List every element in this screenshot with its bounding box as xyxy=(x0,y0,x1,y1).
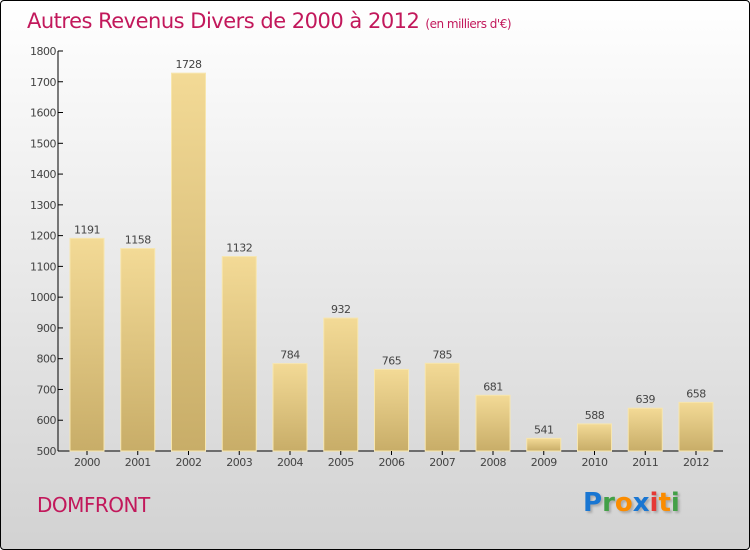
x-tick-label: 2008 xyxy=(480,456,506,469)
y-tick-label: 900 xyxy=(37,322,57,335)
y-tick-label: 1300 xyxy=(30,199,56,212)
bar-2000 xyxy=(69,237,105,452)
logo-letter: r xyxy=(602,488,615,518)
logo-letter: P xyxy=(583,488,603,518)
x-tick-label: 2005 xyxy=(328,456,354,469)
y-tick-label: 1500 xyxy=(30,137,56,150)
y-tick-label: 1600 xyxy=(30,107,56,120)
x-tick-label: 2000 xyxy=(74,456,100,469)
bar-2001 xyxy=(120,248,156,452)
data-label: 765 xyxy=(382,354,402,367)
x-tick-label: 2010 xyxy=(582,456,608,469)
subtitle-text: (en milliers d'€) xyxy=(425,17,512,31)
x-tick-label: 2007 xyxy=(429,456,455,469)
y-tick-label: 1200 xyxy=(30,230,56,243)
data-label: 932 xyxy=(331,303,351,316)
proxiti-logo: Proxiti xyxy=(583,488,680,518)
data-label: 541 xyxy=(534,423,554,436)
chart-title: Autres Revenus Divers de 2000 à 2012 (en … xyxy=(27,9,512,33)
x-tick-label: 2011 xyxy=(632,456,658,469)
bar-2002 xyxy=(171,72,206,452)
x-tick-label: 2006 xyxy=(379,456,405,469)
y-tick-label: 1400 xyxy=(30,168,56,181)
bar-2012 xyxy=(678,401,714,452)
title-text: Autres Revenus Divers de 2000 à 2012 xyxy=(27,9,420,33)
bar-2004 xyxy=(272,363,308,452)
data-label: 784 xyxy=(280,349,300,362)
data-label: 785 xyxy=(433,348,453,361)
bar-2010 xyxy=(577,423,612,452)
y-tick-label: 1100 xyxy=(30,260,56,273)
y-tick-label: 1000 xyxy=(30,291,56,304)
data-label: 1158 xyxy=(125,234,151,247)
logo-letter: x xyxy=(632,488,650,518)
x-tick-label: 2003 xyxy=(226,456,252,469)
bar-2008 xyxy=(475,394,511,452)
y-tick-label: 500 xyxy=(37,445,57,458)
x-tick-label: 2012 xyxy=(683,456,709,469)
x-tick-label: 2009 xyxy=(531,456,557,469)
data-label: 1132 xyxy=(226,242,252,255)
y-tick-label: 1700 xyxy=(30,76,56,89)
data-label: 681 xyxy=(483,380,503,393)
bar-2006 xyxy=(374,368,409,452)
logo-letter: i xyxy=(670,488,680,518)
x-tick-label: 2004 xyxy=(277,456,303,469)
data-label: 639 xyxy=(636,393,656,406)
logo-letter: i xyxy=(649,488,659,518)
x-tick-label: 2002 xyxy=(176,456,202,469)
bar-2007 xyxy=(424,362,460,452)
bar-2003 xyxy=(221,256,257,452)
logo-letter: o xyxy=(614,488,633,518)
data-label: 588 xyxy=(585,409,605,422)
bar-2005 xyxy=(323,317,359,452)
x-tick-label: 2001 xyxy=(125,456,151,469)
data-label: 1191 xyxy=(74,223,100,236)
y-tick-label: 700 xyxy=(37,383,57,396)
logo-letter: t xyxy=(658,488,671,518)
data-label: 658 xyxy=(686,387,706,400)
y-tick-label: 1800 xyxy=(30,45,56,58)
location-label: DOMFRONT xyxy=(37,493,150,517)
data-label: 1728 xyxy=(176,58,202,71)
bar-2011 xyxy=(627,407,663,452)
y-tick-label: 800 xyxy=(37,353,57,366)
y-tick-label: 600 xyxy=(37,414,57,427)
bar-2009 xyxy=(526,437,562,452)
